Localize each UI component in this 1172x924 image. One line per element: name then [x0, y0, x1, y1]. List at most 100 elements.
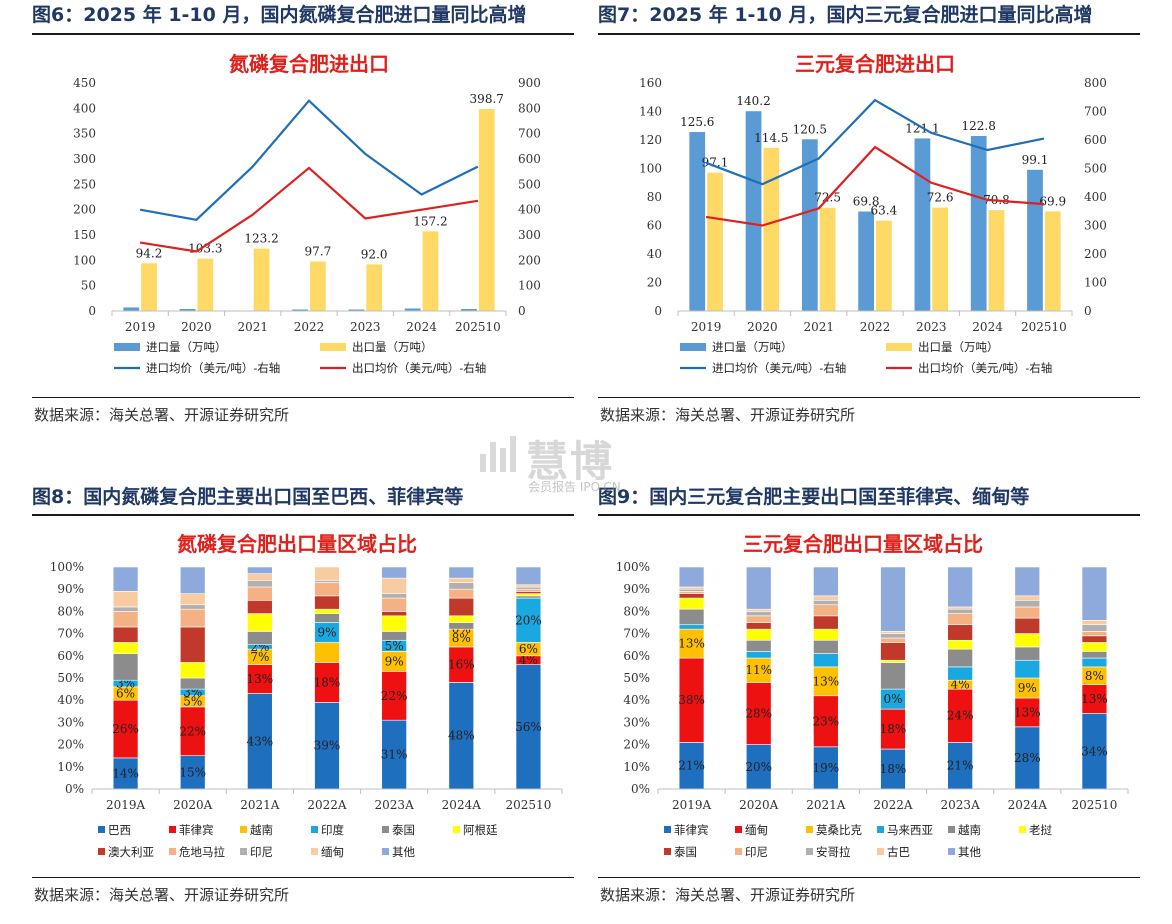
y-left-tick-label: 400 — [73, 101, 96, 115]
stacked-segment — [947, 613, 973, 626]
stacked-segment — [381, 593, 407, 599]
stacked-segment — [880, 659, 906, 663]
bar-export — [932, 207, 949, 311]
stacked-segment — [448, 597, 475, 617]
legend-label: 阿根廷 — [463, 823, 498, 837]
stacked-segment — [179, 677, 206, 690]
segment-data-label: 13% — [813, 674, 840, 688]
stacked-segment — [515, 591, 542, 594]
bar-data-label: 92.0 — [361, 247, 388, 261]
y-left-tick-label: 0 — [654, 304, 662, 318]
legend-label: 莫桑比克 — [816, 823, 862, 837]
bar-import — [461, 308, 477, 311]
y-right-tick-label: 500 — [1084, 162, 1107, 176]
segment-data-label: 6% — [116, 687, 135, 701]
figure-9-panel: 图9：国内三元复合肥主要出口国至菲律宾、缅甸等 三元复合肥出口量区域占比 0% 10… — [598, 482, 1140, 922]
stacked-segment — [448, 582, 475, 590]
x-tick-label: 2022 — [294, 320, 325, 334]
stacked-segment — [314, 566, 340, 581]
stacked-segment — [448, 615, 475, 623]
stacked-segment — [745, 622, 772, 630]
x-tick-label: 2020A — [173, 798, 213, 812]
bar-import — [179, 308, 196, 311]
stacked-segment — [813, 746, 839, 790]
stacked-segment — [947, 648, 973, 668]
legend-label: 缅甸 — [321, 845, 344, 859]
y-tick-label: 90% — [57, 582, 84, 596]
stacked-segment — [515, 566, 542, 586]
bar-import — [1027, 169, 1043, 311]
stacked-segment — [678, 608, 705, 626]
chart-title: 氮磷复合肥进出口 — [229, 52, 389, 76]
export-price-line — [705, 145, 1044, 227]
stacked-segment — [813, 695, 839, 748]
stacked-segment — [745, 628, 772, 641]
stacked-segment — [112, 566, 139, 592]
stacked-segment — [1014, 697, 1041, 728]
bar-import — [123, 307, 140, 311]
legend-label: 进口量（万吨） — [712, 340, 793, 354]
segment-data-label: 21% — [947, 759, 974, 773]
bar-export — [988, 210, 1005, 311]
stacked-segment — [813, 604, 839, 617]
bar-import — [292, 309, 308, 311]
y-left-tick-label: 20 — [647, 276, 662, 290]
segment-data-label: 9% — [317, 625, 336, 639]
y-right-tick-label: 700 — [518, 127, 541, 141]
stacked-segment — [314, 642, 340, 663]
y-tick-label: 20% — [623, 738, 650, 752]
bar-import — [348, 309, 365, 311]
bar-data-label: 122.8 — [962, 119, 996, 133]
legend-swatch — [453, 826, 460, 833]
stacked-segment — [112, 642, 139, 654]
x-tick-label: 2019 — [125, 320, 156, 334]
stacked-segment — [678, 593, 705, 599]
x-tick-label: 2020 — [747, 320, 778, 334]
segment-data-label: 28% — [745, 707, 772, 721]
y-left-tick-label: 40 — [647, 247, 662, 261]
legend-swatch — [240, 848, 247, 855]
stacked-segment — [515, 584, 542, 588]
segment-data-label: 28% — [1014, 751, 1041, 765]
stacked-segment — [314, 662, 340, 703]
stacked-segment — [678, 586, 705, 590]
stacked-segment — [381, 577, 407, 594]
bar-data-label: 94.2 — [136, 246, 163, 260]
segment-data-label: 31% — [381, 748, 408, 762]
y-tick-label: 70% — [57, 627, 84, 641]
stacked-segment — [678, 624, 705, 630]
stacked-segment — [880, 642, 906, 661]
figure-9-top-rule — [598, 514, 1140, 516]
stacked-segment — [247, 573, 273, 581]
bar-data-label: 69.8 — [853, 195, 880, 209]
y-tick-label: 60% — [623, 649, 650, 663]
x-tick-label: 202510 — [1072, 798, 1118, 812]
x-tick-label: 2022A — [873, 798, 913, 812]
y-right-tick-label: 0 — [518, 304, 526, 318]
stacked-segment — [880, 631, 906, 634]
legend-swatch — [948, 848, 955, 855]
y-left-tick-label: 100 — [73, 253, 96, 267]
legend-swatch — [664, 848, 671, 855]
stacked-segment — [745, 615, 772, 623]
bar-export — [819, 207, 836, 311]
segment-data-label: 19% — [813, 761, 840, 775]
chart-title: 氮磷复合肥出口量区域占比 — [177, 532, 417, 556]
stacked-segment — [247, 613, 273, 632]
x-tick-label: 2021 — [803, 320, 834, 334]
legend-label: 印尼 — [250, 845, 273, 859]
x-tick-label: 2021A — [240, 798, 280, 812]
stacked-segment — [947, 639, 973, 650]
stacked-segment — [515, 588, 542, 592]
figure-9-heading: 图9：国内三元复合肥主要出口国至菲律宾、缅甸等 — [598, 486, 1030, 508]
legend-swatch — [114, 343, 140, 351]
legend-swatch — [320, 343, 346, 351]
y-right-tick-label: 500 — [518, 177, 541, 191]
y-left-tick-label: 100 — [639, 162, 662, 176]
stacked-segment — [515, 593, 542, 597]
bar-data-label: 103.3 — [188, 242, 222, 256]
legend-label: 其他 — [392, 845, 415, 859]
stacked-segment — [880, 566, 906, 632]
legend-swatch — [98, 826, 105, 833]
stacked-segment — [1081, 657, 1108, 668]
